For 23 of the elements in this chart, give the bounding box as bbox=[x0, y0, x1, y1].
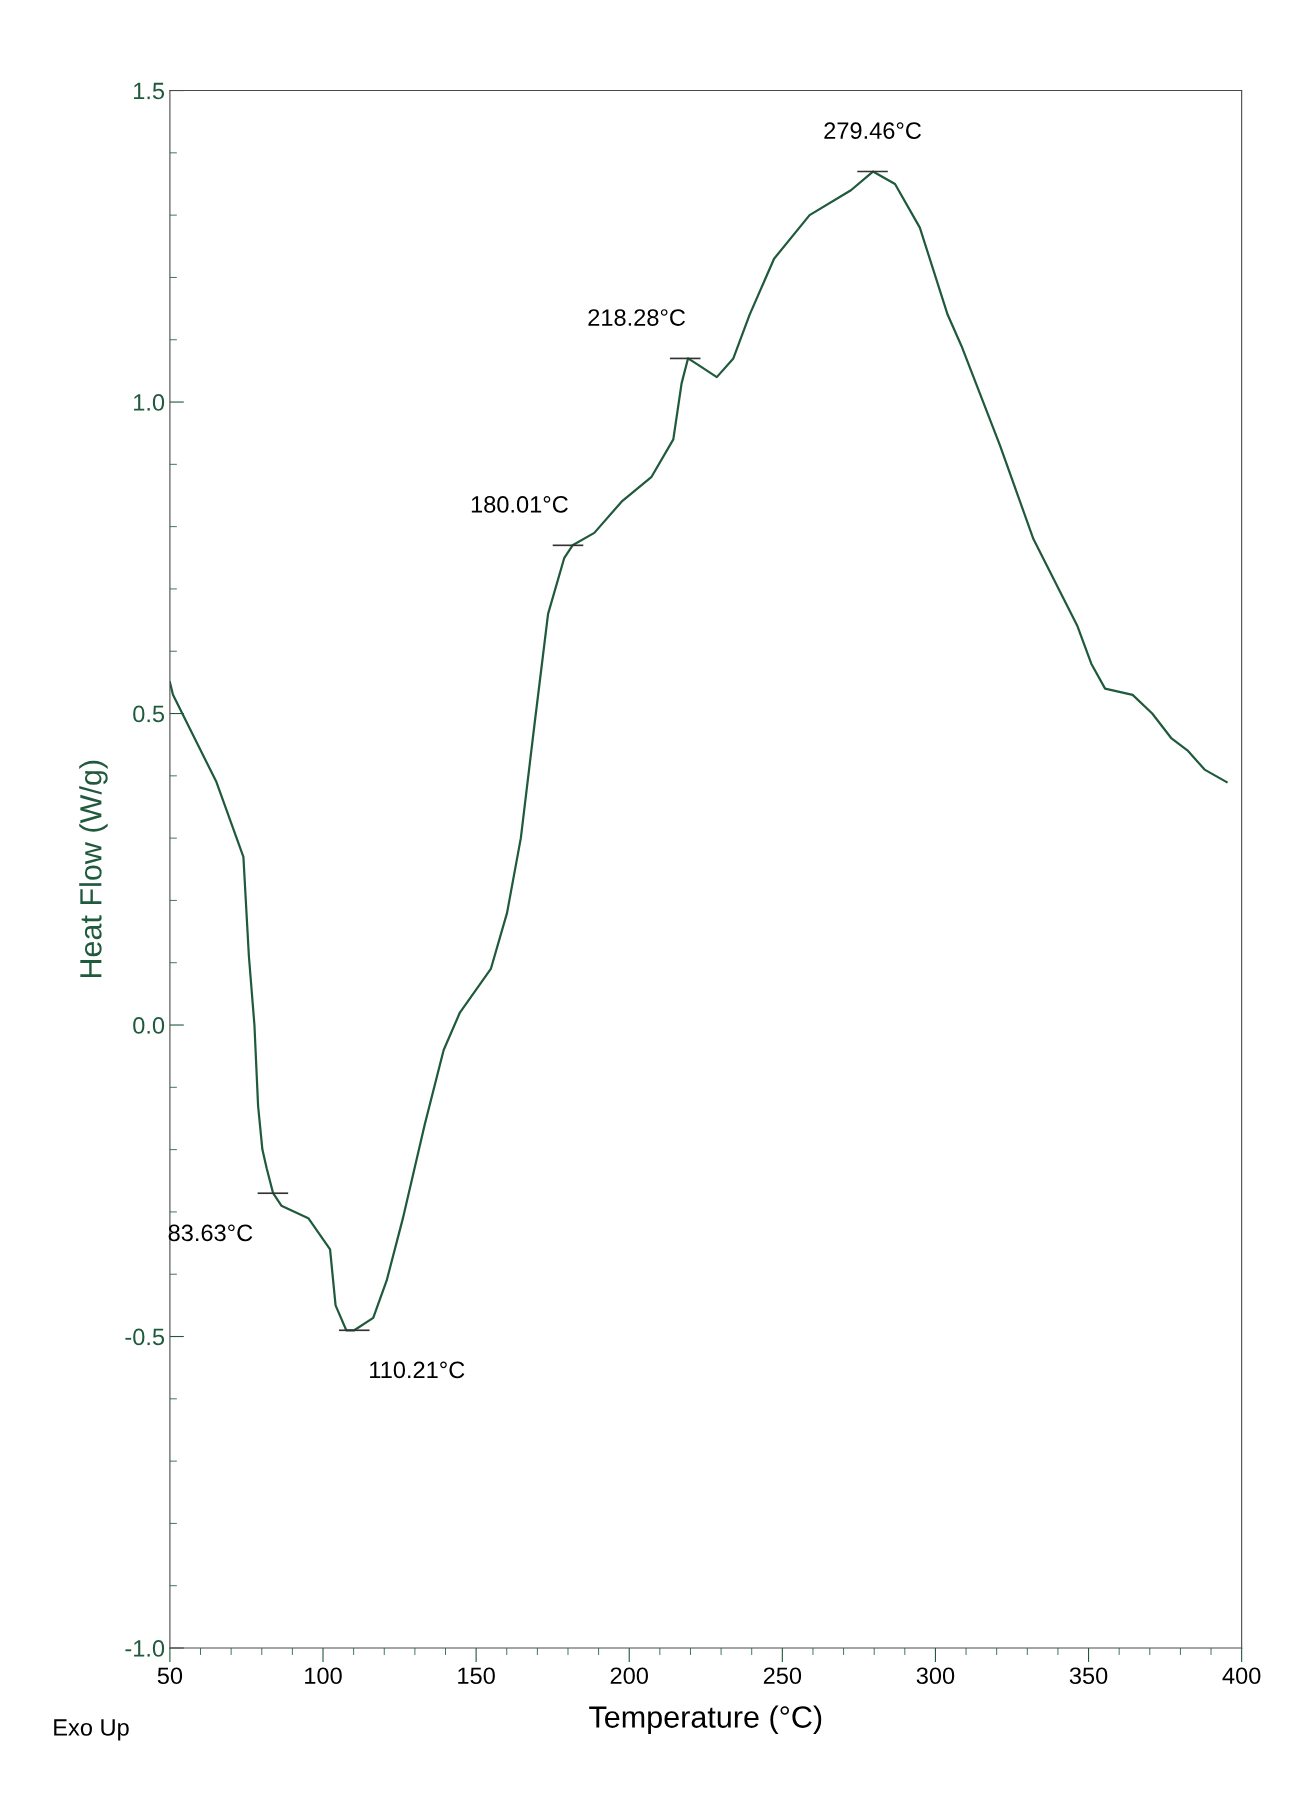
annotation: 110.21°C bbox=[370, 1361, 465, 1379]
x-tick-label: 400 bbox=[1222, 1667, 1261, 1685]
annotation: 83.63°C bbox=[168, 1224, 253, 1242]
x-tick-label: 350 bbox=[1069, 1667, 1108, 1685]
text: Exo Up bbox=[54, 1719, 129, 1741]
line-series bbox=[169, 170, 1228, 1332]
y-tick-label: 1.0 bbox=[134, 394, 165, 411]
x-axis-title: Temperature (°C) bbox=[589, 1705, 822, 1734]
annotation: 279.46°C bbox=[824, 122, 921, 139]
x-tick-label: 250 bbox=[763, 1667, 802, 1685]
y-tick-label: -0.5 bbox=[125, 1328, 165, 1346]
x-tick-label: 150 bbox=[458, 1667, 495, 1685]
y-tick-label: -1.0 bbox=[125, 1640, 165, 1657]
annotation: 218.28°C bbox=[588, 309, 686, 326]
y-tick-label: 1.5 bbox=[134, 82, 165, 100]
x-tick-label: 300 bbox=[916, 1667, 955, 1685]
annotation: 180.01°C bbox=[471, 496, 568, 513]
x-tick-label: 100 bbox=[305, 1667, 342, 1685]
x-tick-label: 50 bbox=[157, 1667, 183, 1685]
y-tick-label: 0.5 bbox=[133, 705, 165, 723]
x-tick-label: 200 bbox=[610, 1667, 648, 1685]
y-axis-title: Heat Flow (W/g) bbox=[79, 760, 108, 978]
y-tick-label: 0.0 bbox=[133, 1017, 165, 1034]
